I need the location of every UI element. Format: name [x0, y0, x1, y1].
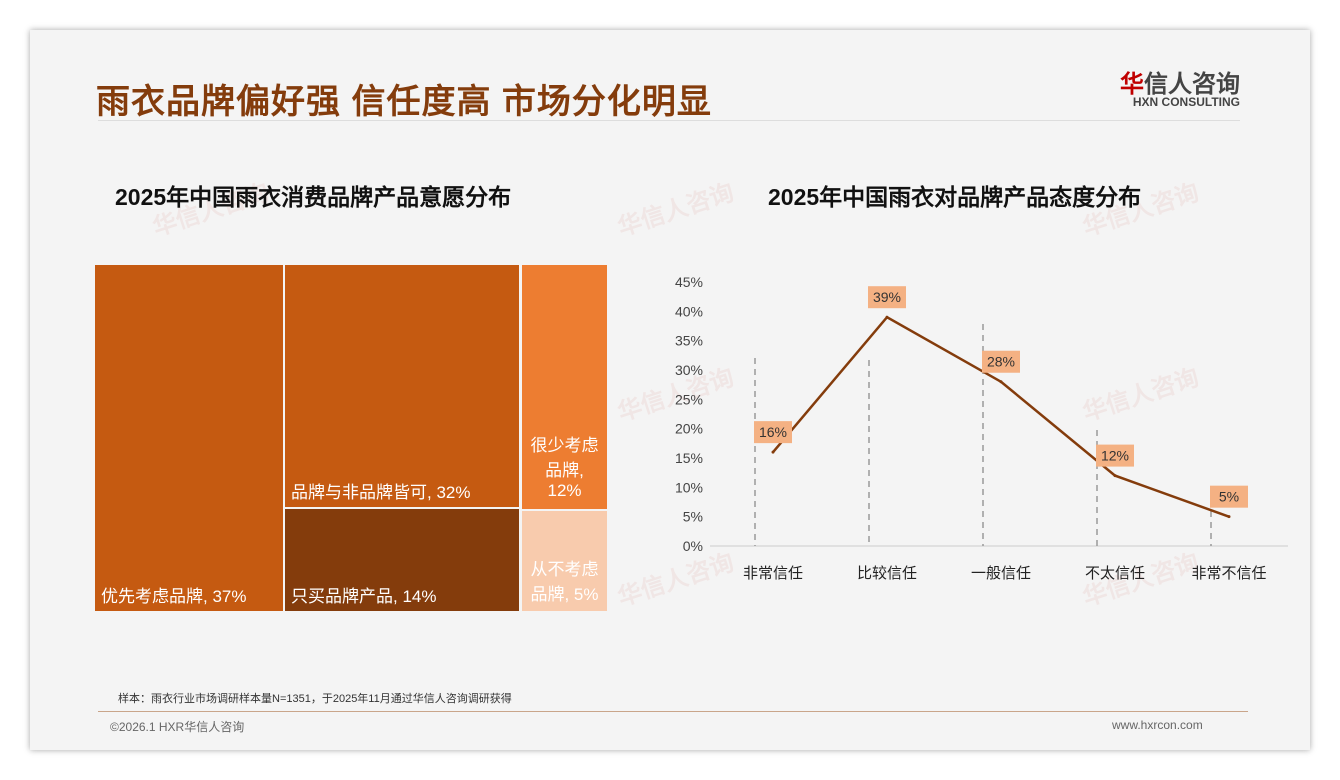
- data-label-bg: [1096, 444, 1134, 467]
- treemap-block-rarely: 很少考虑品牌, 12%: [522, 265, 607, 509]
- copyright: ©2026.1 HXR华信人咨询: [110, 720, 245, 734]
- data-label: 28%: [987, 354, 1015, 370]
- data-label-bg: [982, 350, 1020, 373]
- y-tick-label: 30%: [675, 362, 703, 378]
- line-chart: 0% 5% 10% 15% 20% 25% 30% 35% 40% 45% 非常信任 比较信任 一般信任…: [675, 274, 1288, 582]
- data-point: [771, 450, 775, 454]
- x-tick-label: 不太信任: [1085, 565, 1145, 582]
- logo-en: HXN CONSULTING: [1132, 95, 1240, 109]
- data-label-bg: [868, 286, 906, 309]
- y-tick-label: 25%: [675, 391, 703, 407]
- treemap-block-prefer-brand: 优先考虑品牌, 37%: [95, 265, 283, 611]
- y-tick-label: 40%: [675, 303, 703, 319]
- y-tick-label: 45%: [675, 274, 703, 290]
- data-point: [1227, 515, 1231, 519]
- x-tick-label: 非常信任: [743, 565, 803, 582]
- x-tick-label: 比较信任: [857, 564, 917, 582]
- data-label: 39%: [873, 289, 901, 305]
- x-tick-label: 非常不信任: [1191, 565, 1266, 582]
- data-point: [885, 315, 889, 319]
- data-label: 12%: [1101, 448, 1129, 464]
- divider: [98, 120, 1240, 121]
- y-tick-label: 15%: [675, 450, 703, 466]
- treemap-block-never: 从不考虑品牌, 5%: [522, 511, 607, 611]
- x-tick-label: 一般信任: [971, 565, 1031, 582]
- footer-divider: [98, 711, 1248, 712]
- series-line: [772, 315, 1230, 518]
- data-point: [1113, 474, 1117, 478]
- y-tick-label: 10%: [675, 479, 703, 495]
- page-title: 雨衣品牌偏好强 信任度高 市场分化明显: [96, 83, 712, 121]
- treemap-block-brand-only: 只买品牌产品, 14%: [285, 509, 519, 611]
- data-label: 5%: [1219, 489, 1239, 505]
- y-tick-label: 5%: [683, 509, 703, 525]
- data-point: [999, 380, 1003, 384]
- logo: 华信人咨询: [1120, 71, 1240, 98]
- data-label-bg: [1210, 485, 1248, 508]
- y-tick-label: 0%: [683, 538, 703, 554]
- data-label: 16%: [759, 424, 787, 440]
- y-tick-label: 35%: [675, 333, 703, 349]
- treemap-title: 2025年中国雨衣消费品牌产品意愿分布: [115, 184, 512, 210]
- y-tick-label: 20%: [675, 421, 703, 437]
- slide: 雨衣品牌偏好强 信任度高 市场分化明显 华信人咨询 HXN CONSULTING…: [30, 30, 1310, 750]
- sample-note: 样本：雨衣行业市场调研样本量N=1351，于2025年11月通过华信人咨询调研获…: [118, 693, 512, 705]
- data-label-bg: [754, 421, 792, 444]
- line-chart-title: 2025年中国雨衣对品牌产品态度分布: [768, 184, 1142, 210]
- website: www.hxrcon.com: [1112, 718, 1203, 732]
- treemap-block-either: 品牌与非品牌皆可, 32%: [285, 265, 519, 507]
